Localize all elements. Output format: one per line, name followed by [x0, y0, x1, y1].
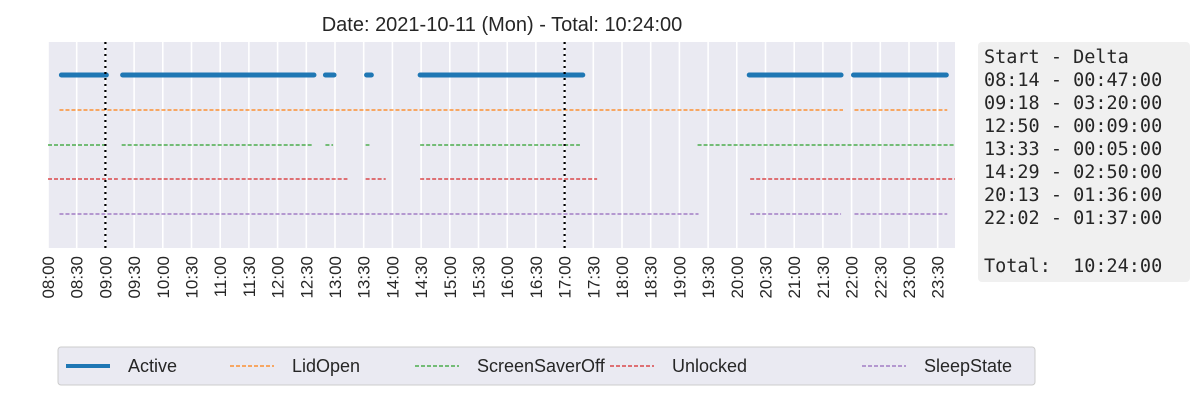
x-tick-label: 22:30 — [871, 256, 890, 299]
summary-header: Start - Delta — [984, 47, 1129, 68]
x-tick-label: 17:30 — [584, 256, 603, 299]
summary-row: 13:33 - 00:05:00 — [984, 139, 1162, 160]
x-tick-label: 23:30 — [929, 256, 948, 299]
summary-row: 09:18 - 03:20:00 — [984, 93, 1162, 114]
x-tick-label: 09:30 — [125, 256, 144, 299]
x-tick-label: 14:30 — [412, 256, 431, 299]
x-tick-label: 19:00 — [670, 256, 689, 299]
legend-label: LidOpen — [292, 356, 360, 376]
x-tick-label: 18:00 — [613, 256, 632, 299]
x-tick-label: 15:00 — [441, 256, 460, 299]
x-tick-label: 17:00 — [556, 256, 575, 299]
x-tick-label: 11:30 — [240, 256, 259, 297]
x-tick-label: 22:00 — [843, 256, 862, 299]
x-tick-label: 08:00 — [39, 256, 58, 299]
summary-row: 22:02 - 01:37:00 — [984, 208, 1162, 229]
x-tick-label: 10:00 — [154, 256, 173, 299]
x-tick-label: 13:00 — [326, 256, 345, 299]
summary-row: 12:50 - 00:09:00 — [984, 116, 1162, 137]
summary-row: 14:29 - 02:50:00 — [984, 162, 1162, 183]
x-tick-label: 12:00 — [269, 256, 288, 299]
x-tick-label: 21:00 — [785, 256, 804, 299]
x-tick-label: 12:30 — [297, 256, 316, 299]
legend-label: ScreenSaverOff — [477, 356, 606, 376]
x-tick-label: 13:30 — [355, 256, 374, 299]
x-tick-label: 08:30 — [68, 256, 87, 299]
x-tick-label: 11:00 — [211, 256, 230, 297]
chart-title: Date: 2021-10-11 (Mon) - Total: 10:24:00 — [322, 14, 683, 36]
x-tick-label: 16:30 — [527, 256, 546, 299]
x-tick-label: 16:00 — [498, 256, 517, 299]
legend-label: SleepState — [924, 356, 1012, 376]
x-tick-label: 20:30 — [757, 256, 776, 299]
legend-label: Unlocked — [672, 356, 747, 376]
x-tick-label: 14:00 — [383, 256, 402, 299]
x-tick-label: 19:30 — [699, 256, 718, 299]
x-tick-label: 21:30 — [814, 256, 833, 299]
summary-row: 20:13 - 01:36:00 — [984, 185, 1162, 206]
summary-row: 08:14 - 00:47:00 — [984, 70, 1162, 91]
summary-total: Total: 10:24:00 — [984, 256, 1162, 277]
x-tick-label: 20:00 — [728, 256, 747, 299]
legend: Active LidOpen ScreenSaverOff Unlocked Sleep… — [57, 346, 1036, 386]
x-tick-label: 15:30 — [470, 256, 489, 299]
x-tick-label: 18:30 — [642, 256, 661, 299]
x-tick-label: 09:00 — [96, 256, 115, 299]
x-tick-label: 23:00 — [900, 256, 919, 299]
legend-label: Active — [128, 356, 177, 376]
x-tick-label: 10:30 — [183, 256, 202, 299]
